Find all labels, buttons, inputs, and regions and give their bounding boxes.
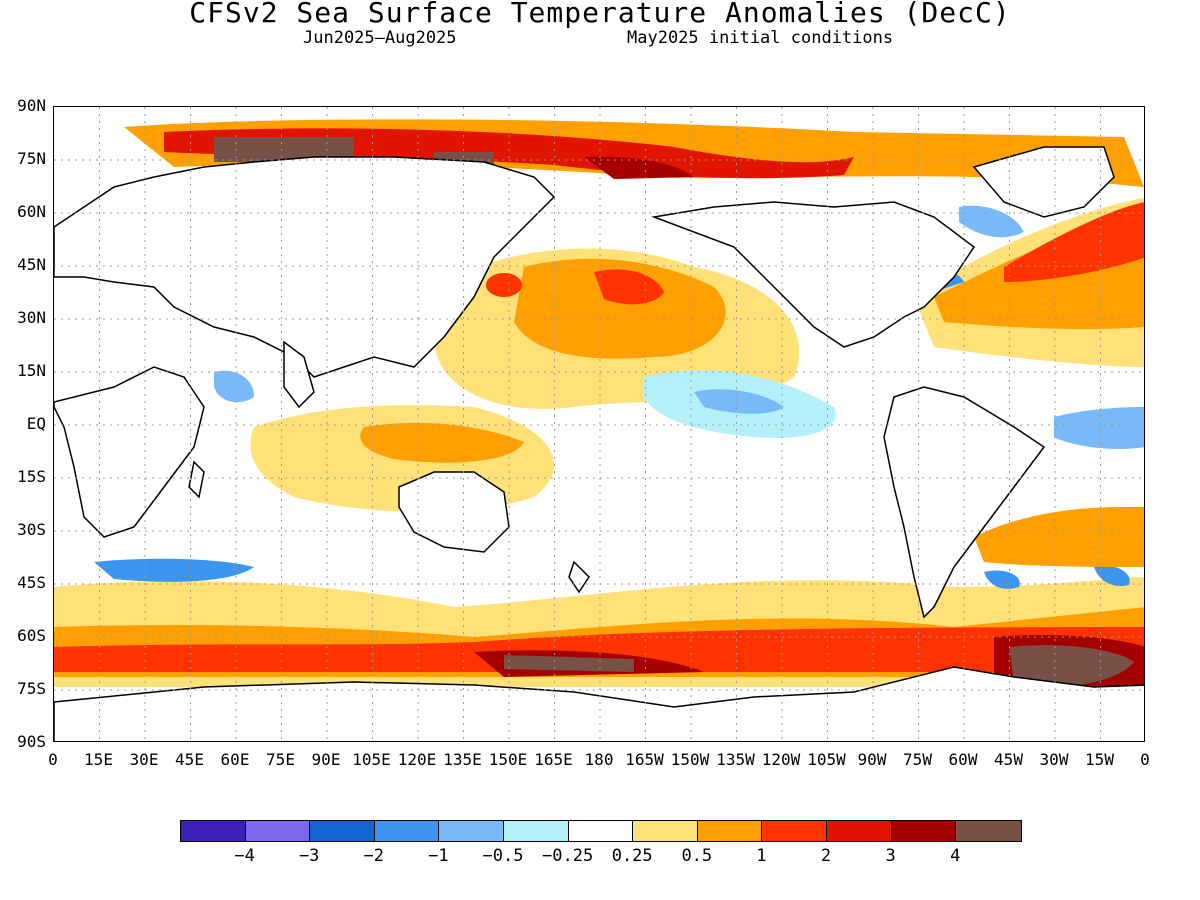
lon-label: 60E bbox=[220, 750, 250, 769]
lon-label: 15W bbox=[1085, 750, 1114, 769]
colorbar-swatch bbox=[374, 821, 440, 841]
maritime-continent-core bbox=[360, 422, 524, 463]
lon-label: 45E bbox=[175, 750, 204, 769]
colorbar-swatch bbox=[245, 821, 311, 841]
arctic-very-hot bbox=[584, 156, 694, 179]
landmass-eurasia bbox=[54, 156, 556, 378]
lon-label: 60W bbox=[948, 750, 978, 769]
colorbar-swatch bbox=[762, 821, 827, 841]
lat-label-eq: EQ bbox=[26, 414, 46, 433]
gulf-stream-hot bbox=[1004, 202, 1144, 282]
lon-label: 30E bbox=[129, 750, 159, 769]
colorbar-swatch bbox=[633, 821, 698, 841]
colorbar-swatch bbox=[310, 821, 375, 841]
lat-label-75s: 75S bbox=[17, 679, 46, 698]
lon-label: 90E bbox=[311, 750, 341, 769]
warm-region-north-pacific-hot bbox=[594, 269, 664, 305]
colorbar-swatch bbox=[891, 821, 957, 841]
lon-label: 135E bbox=[443, 750, 482, 769]
east-pacific-cool-core bbox=[694, 389, 784, 414]
colorbar-label: 0.25 bbox=[611, 846, 653, 866]
colorbar-label: −1 bbox=[428, 846, 449, 866]
lat-label-30s: 30S bbox=[17, 520, 46, 539]
lat-label-45s: 45S bbox=[17, 573, 46, 592]
lon-label: 75W bbox=[903, 750, 932, 769]
colorbar-label: −3 bbox=[298, 846, 320, 866]
colorbar-label: 1 bbox=[756, 846, 767, 866]
sw-atlantic-warm bbox=[974, 507, 1144, 567]
lat-label-15n: 15N bbox=[17, 361, 46, 380]
lon-label: 75E bbox=[266, 750, 295, 769]
lon-label: 135W bbox=[716, 750, 755, 769]
colorbar-label: −0.25 bbox=[542, 846, 594, 866]
colorbar-label: 0.5 bbox=[681, 846, 713, 866]
forecast-period: Jun2025–Aug2025 bbox=[303, 28, 457, 48]
lon-label: 105W bbox=[807, 750, 846, 769]
colorbar-label: −0.5 bbox=[482, 846, 524, 866]
lon-label: 90W bbox=[857, 750, 887, 769]
landmass-new-zealand bbox=[568, 560, 590, 594]
lon-label: 45W bbox=[994, 750, 1023, 769]
lat-lon-grid bbox=[54, 107, 1144, 741]
colorbar-swatch bbox=[568, 821, 634, 841]
equatorial-atlantic-cool bbox=[1054, 407, 1144, 449]
colorbar bbox=[180, 820, 1022, 842]
initial-conditions: May2025 initial conditions bbox=[627, 28, 894, 48]
warm-region-north-pacific-core bbox=[514, 258, 726, 359]
lon-label: 120W bbox=[761, 750, 801, 769]
ross-sea-extreme bbox=[504, 655, 634, 672]
lat-label-15s: 15S bbox=[17, 467, 46, 486]
colorbar-swatch bbox=[826, 821, 892, 841]
lat-label-60s: 60S bbox=[17, 626, 46, 645]
lat-label-90s: 90S bbox=[17, 732, 46, 751]
weddell-extreme bbox=[1009, 645, 1134, 687]
lat-label-75n: 75N bbox=[17, 149, 46, 168]
landmass-madagascar bbox=[188, 460, 205, 499]
landmass-india bbox=[283, 340, 315, 409]
lat-label-30n: 30N bbox=[17, 308, 46, 327]
colorbar-swatch bbox=[503, 821, 569, 841]
lon-label: 150W bbox=[670, 750, 710, 769]
colorbar-swatch bbox=[697, 821, 763, 841]
landmass-africa bbox=[54, 366, 205, 538]
coastlines bbox=[54, 146, 1144, 741]
lon-label: 180 bbox=[584, 750, 614, 769]
colorbar-swatch bbox=[181, 821, 246, 841]
lon-label: 120E bbox=[397, 750, 437, 769]
south-indian-cold bbox=[94, 558, 254, 582]
map-panel bbox=[53, 106, 1145, 742]
anomaly-map bbox=[54, 107, 1144, 741]
lon-label: 15E bbox=[84, 750, 113, 769]
landmass-south-america bbox=[883, 386, 1046, 619]
west-indian-cold bbox=[214, 370, 254, 403]
lon-label: 30W bbox=[1039, 750, 1069, 769]
landmass-antarctica bbox=[54, 666, 1144, 741]
colorbar-label: 4 bbox=[950, 846, 961, 866]
lon-label: 165W bbox=[625, 750, 664, 769]
colorbar-swatch bbox=[956, 821, 1021, 841]
lon-label: 165E bbox=[534, 750, 573, 769]
lat-label-90n: 90N bbox=[17, 96, 46, 115]
anomaly-field bbox=[54, 119, 1144, 692]
lat-label-45n: 45N bbox=[17, 255, 46, 274]
colorbar-label: −2 bbox=[363, 846, 385, 866]
kuroshio-hotspot bbox=[486, 273, 522, 297]
landmass-australia bbox=[398, 471, 510, 553]
colorbar-label: 2 bbox=[820, 846, 832, 866]
lat-label-60n: 60N bbox=[17, 202, 46, 221]
colorbar-label: −4 bbox=[234, 846, 255, 866]
colorbar-swatch bbox=[439, 821, 504, 841]
lon-label: 150E bbox=[488, 750, 528, 769]
lon-label: 105E bbox=[352, 750, 391, 769]
lon-label: 0 bbox=[1140, 750, 1150, 769]
lon-label: 0 bbox=[48, 750, 58, 769]
landmass-north-america bbox=[651, 201, 976, 348]
chart-title: CFSv2 Sea Surface Temperature Anomalies … bbox=[189, 0, 1011, 29]
colorbar-label: 3 bbox=[885, 846, 896, 866]
labrador-cold bbox=[959, 205, 1024, 238]
